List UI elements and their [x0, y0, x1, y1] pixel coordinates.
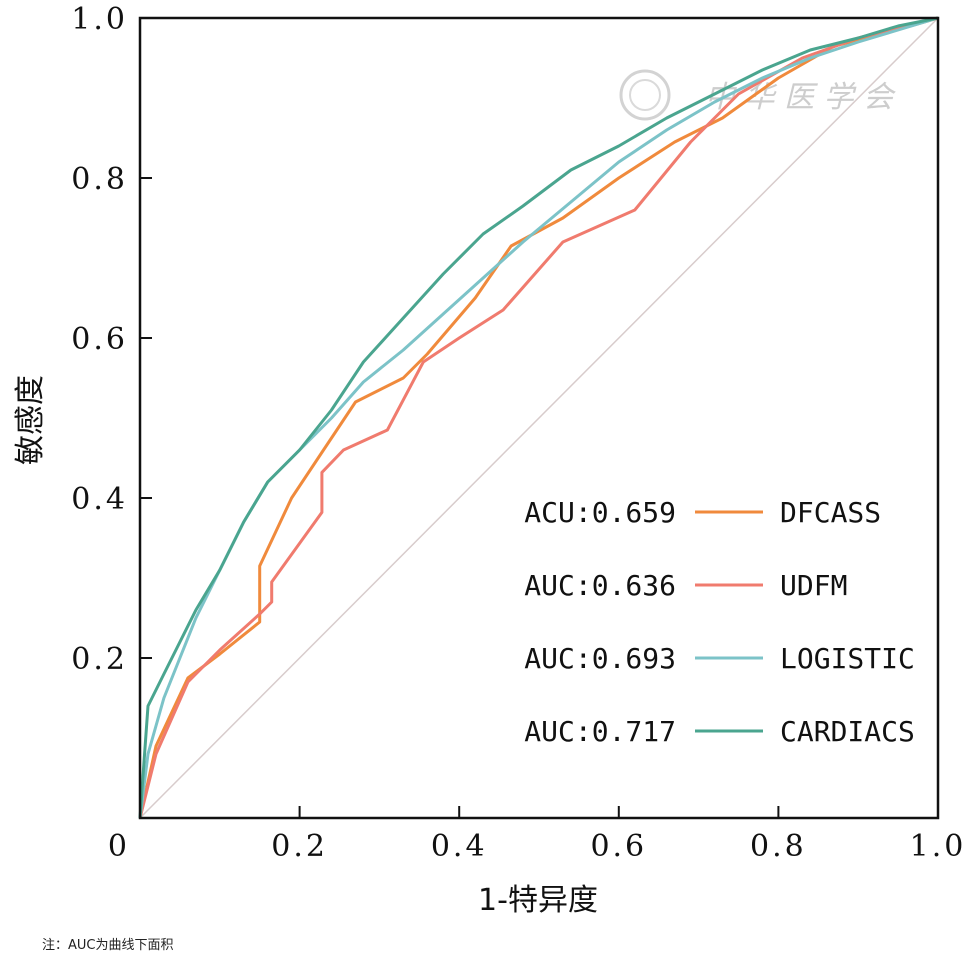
series-line-logistic: [138, 16, 939, 819]
plot-frame: [138, 16, 940, 820]
y-axis: 0.2 0.4 0.6 0.8 1.0: [71, 2, 152, 677]
series-line-dfcass: [138, 16, 939, 819]
legend: ACU:0.659 DFCASS AUC:0.636 UDFM AUC:0.693 LOG…: [524, 496, 915, 748]
footnote: 注：AUC为曲线下面积: [42, 938, 174, 953]
series-line-cardiacs: [138, 16, 939, 819]
x-tick-label: 0.6: [590, 829, 647, 864]
watermark-seal-icon: [619, 69, 671, 121]
legend-auc-label: AUC:0.636: [524, 569, 676, 602]
legend-series-name: LOGISTIC: [780, 642, 915, 675]
x-tick-label: 0.2: [271, 829, 328, 864]
legend-series-name: CARDIACS: [780, 715, 915, 748]
legend-auc-label: ACU:0.659: [524, 496, 676, 529]
reference-diagonal: [139, 17, 939, 819]
y-tick-label: 0.2: [71, 642, 128, 677]
y-tick-label: 0.6: [71, 322, 128, 357]
series-line-udfm: [138, 16, 939, 819]
x-tick-label: 0.4: [431, 829, 488, 864]
y-axis-title: 敏感度: [13, 375, 48, 465]
x-tick-label: 0: [108, 829, 130, 864]
watermark: 中 华 医 学 会: [619, 69, 896, 121]
x-axis-title: 1-特异度: [478, 883, 598, 918]
x-axis: 0 0.2 0.4 0.6 0.8 1.0: [108, 806, 965, 864]
legend-auc-label: AUC:0.693: [524, 642, 676, 675]
legend-series-name: DFCASS: [780, 496, 881, 529]
series-layer: [138, 16, 939, 819]
x-tick-label: 1.0: [910, 829, 965, 864]
y-tick-label: 1.0: [71, 2, 128, 37]
legend-series-name: UDFM: [780, 569, 847, 602]
y-tick-label: 0.8: [71, 162, 128, 197]
legend-auc-label: AUC:0.717: [524, 715, 676, 748]
y-tick-label: 0.4: [71, 482, 128, 517]
watermark-seal-inner-icon: [629, 79, 661, 111]
x-tick-label: 0.8: [750, 829, 807, 864]
